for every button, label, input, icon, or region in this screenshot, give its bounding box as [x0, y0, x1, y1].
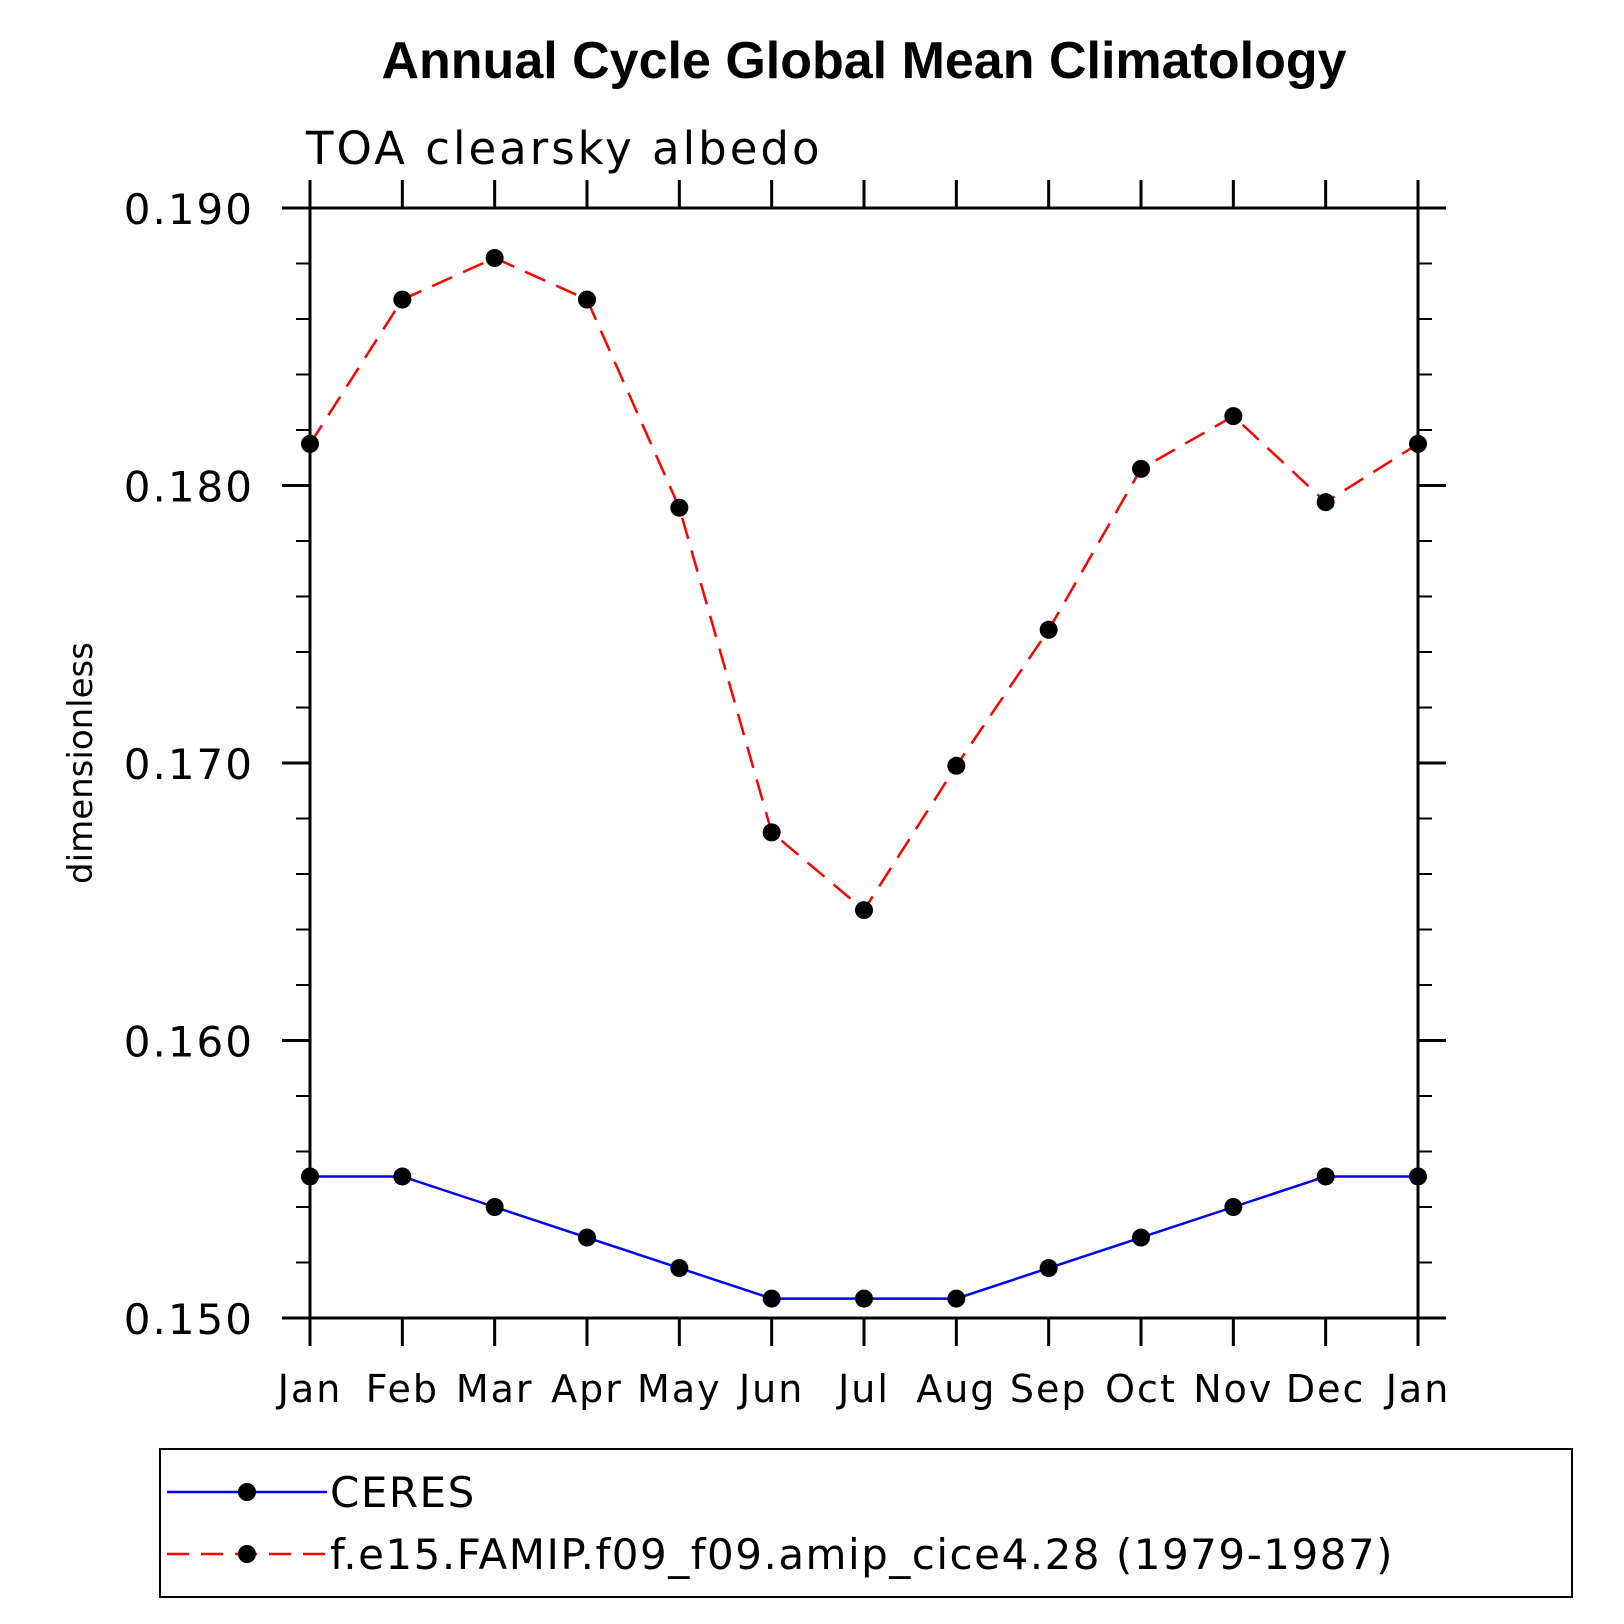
series-line-1: [308, 256, 1419, 912]
axes-layer: 0.150 0.160 0.170 0.180 0.190 Jan Feb Mar Apr May…: [124, 180, 1451, 1411]
y-axis-label: dimensionless: [61, 642, 101, 884]
data-point-0-2: [485, 1198, 504, 1216]
y-tick-label: 0.150: [124, 1295, 254, 1344]
legend-marker-0: [238, 1483, 256, 1501]
legend-box: [159, 1448, 1573, 1598]
plot-frame: [308, 206, 1420, 1320]
data-point-0-4: [670, 1259, 689, 1278]
data-point-1-4: [670, 498, 689, 517]
data-point-1-6: [855, 901, 873, 920]
y-tick-label: 0.180: [124, 463, 254, 512]
data-point-0-3: [578, 1228, 596, 1247]
x-tick-label: Apr: [551, 1367, 623, 1411]
data-point-1-8: [1039, 620, 1058, 639]
x-tick-label: Dec: [1286, 1367, 1366, 1411]
data-point-1-11: [1316, 493, 1335, 512]
data-point-1-2: [485, 248, 504, 267]
data-point-1-9: [1132, 459, 1150, 478]
data-point-1-10: [1224, 407, 1243, 426]
x-tick-label: May: [637, 1367, 722, 1411]
y-tick-label: 0.160: [124, 1018, 254, 1067]
data-point-1-7: [947, 756, 966, 775]
y-tick-label: 0.190: [124, 185, 254, 234]
x-tick-label: Mar: [456, 1367, 534, 1411]
data-point-0-8: [1039, 1259, 1058, 1278]
chart-subtitle: TOA clearsky albedo: [305, 122, 822, 175]
x-tick-label: Jan: [276, 1367, 343, 1411]
x-tick-label: Sep: [1010, 1367, 1088, 1411]
x-tick-label: Nov: [1193, 1367, 1273, 1411]
data-point-0-9: [1132, 1228, 1150, 1247]
x-tick-label: Jun: [737, 1367, 804, 1411]
data-point-0-6: [855, 1289, 873, 1308]
data-point-1-1: [393, 290, 412, 309]
x-tick-label: Feb: [366, 1367, 439, 1411]
x-tick-label: Jul: [836, 1367, 890, 1411]
series-layer: [301, 248, 1427, 1308]
legend-label-0: CERES: [330, 1468, 476, 1517]
legend-marker-1: [238, 1545, 256, 1563]
data-point-0-7: [947, 1289, 966, 1308]
legend: CERES f.e15.FAMIP.f09_f09.amip_cice4.28 (…: [159, 1448, 1573, 1598]
data-point-0-11: [1316, 1167, 1335, 1186]
data-point-0-5: [762, 1289, 781, 1308]
data-point-0-1: [393, 1167, 412, 1186]
data-point-1-5: [762, 823, 781, 842]
data-point-1-3: [578, 290, 596, 309]
x-tick-label: Oct: [1105, 1367, 1177, 1411]
legend-label-1: f.e15.FAMIP.f09_f09.amip_cice4.28 (1979-…: [330, 1530, 1394, 1579]
y-tick-label: 0.170: [124, 740, 254, 789]
x-tick-label: Aug: [916, 1367, 996, 1411]
chart-title: Annual Cycle Global Mean Climatology: [381, 32, 1346, 90]
data-point-0-10: [1224, 1198, 1243, 1216]
x-tick-label: Jan: [1384, 1367, 1451, 1411]
series-line-0: [310, 1175, 1418, 1300]
